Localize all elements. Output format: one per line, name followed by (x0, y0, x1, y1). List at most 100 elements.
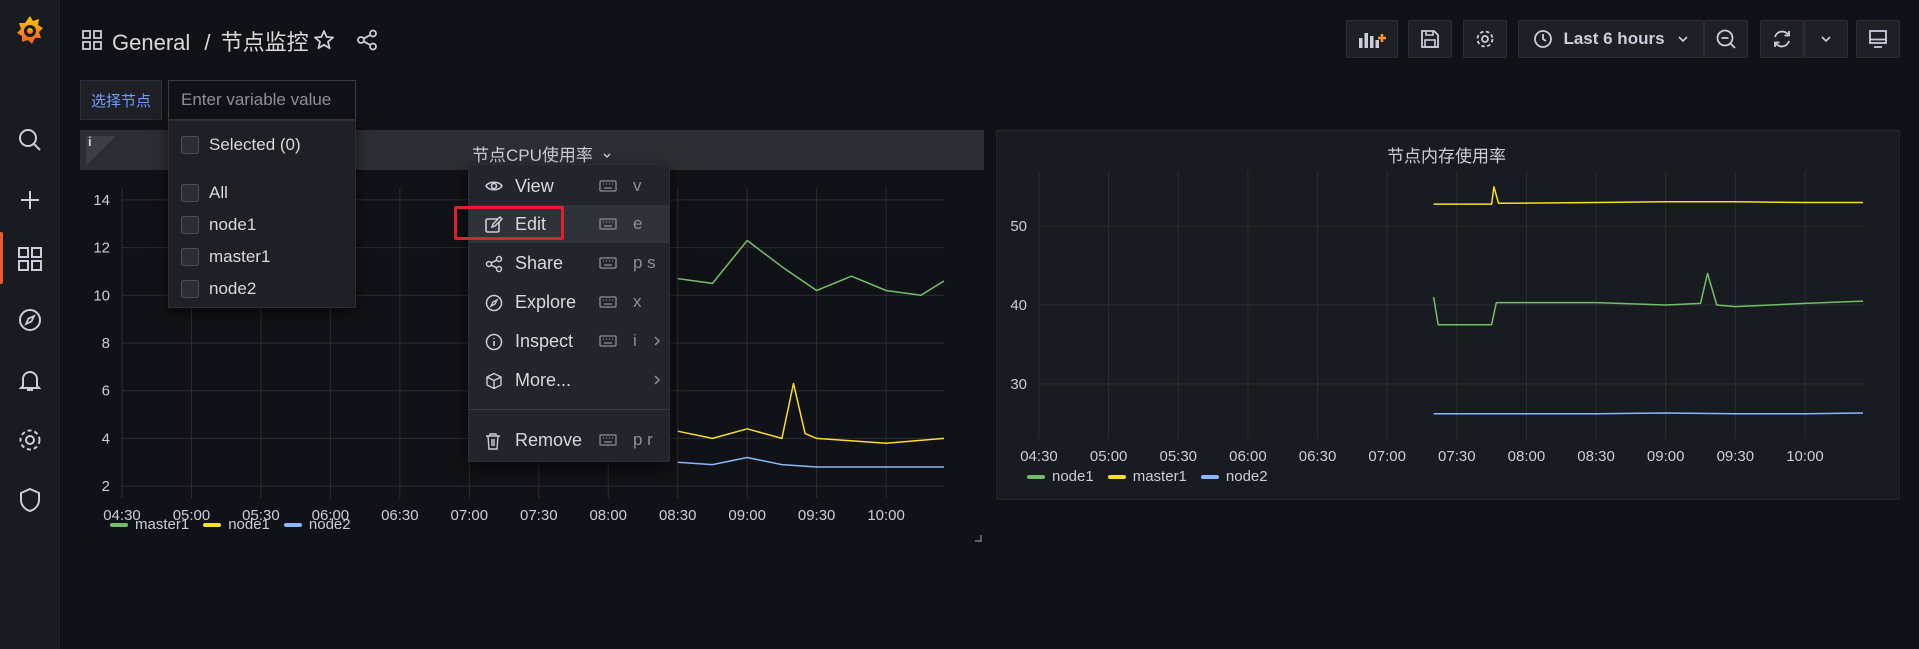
x-tick-label: 10:00 (1786, 448, 1824, 465)
gear-icon[interactable] (14, 424, 46, 456)
time-range-label: Last 6 hours (1563, 29, 1665, 48)
menu-item-shortcut: p r (633, 430, 653, 449)
save-icon (1421, 30, 1439, 48)
checkbox[interactable] (181, 184, 199, 202)
menu-item-remove[interactable]: Remove p r (469, 421, 669, 459)
legend-item[interactable]: node1 (203, 516, 270, 533)
add-panel-button[interactable] (1346, 20, 1398, 58)
legend-swatch (1027, 474, 1045, 479)
legend-item[interactable]: node1 (1027, 468, 1094, 485)
dashboard-settings-button[interactable] (1463, 20, 1507, 58)
x-tick-label: 09:00 (728, 507, 766, 520)
grafana-logo-icon[interactable] (14, 14, 46, 46)
menu-divider (469, 409, 669, 410)
save-dashboard-button[interactable] (1408, 20, 1452, 58)
legend-swatch (110, 522, 128, 527)
menu-item-label: Remove (515, 430, 583, 450)
resize-handle-icon[interactable] (974, 534, 982, 542)
memory-chart[interactable]: 30 40 50 04:30 05:00 05:30 06:00 06:30 07:00 07:3… (997, 171, 1901, 471)
keyboard-icon (599, 180, 617, 192)
breadcrumb-folder[interactable]: General (112, 30, 191, 55)
dropdown-option[interactable]: node2 (181, 279, 256, 299)
tv-mode-button[interactable] (1856, 20, 1900, 58)
memory-legend: node1 master1 node2 (1027, 468, 1268, 485)
y-tick-label: 8 (102, 335, 110, 352)
variable-dropdown: Selected (0) All node1 master1 node2 (168, 120, 356, 308)
compass-icon[interactable] (14, 304, 46, 336)
x-tick-label: 04:30 (1020, 448, 1058, 465)
search-icon[interactable] (14, 124, 46, 156)
cpu-legend: master1 node1 node2 (110, 516, 351, 533)
legend-label: node1 (228, 516, 270, 533)
legend-swatch (203, 522, 222, 527)
legend-label: node2 (1225, 468, 1268, 485)
zoom-out-icon (1716, 29, 1736, 49)
gear-icon (1476, 30, 1494, 48)
chevron-right-icon (654, 336, 661, 346)
legend-item[interactable]: master1 (1107, 468, 1187, 485)
shield-icon[interactable] (14, 484, 46, 516)
keyboard-icon (599, 257, 617, 269)
checkbox[interactable] (181, 136, 199, 154)
dashboards-icon[interactable] (14, 243, 46, 275)
dashboards-grid-icon[interactable] (82, 30, 102, 50)
x-tick-label: 08:00 (1508, 448, 1546, 465)
menu-item-label: Share (515, 253, 564, 273)
star-icon[interactable] (313, 29, 335, 51)
x-tick-label: 05:30 (1159, 448, 1197, 465)
x-tick-label: 08:00 (589, 507, 627, 520)
plus-icon[interactable] (14, 184, 46, 216)
menu-item-more[interactable]: More... (469, 361, 669, 399)
breadcrumb: General / 节点监控 (112, 25, 309, 57)
menu-item-view[interactable]: View v (469, 167, 669, 205)
panel-title[interactable]: 节点CPU使用率 (472, 141, 612, 166)
page-title[interactable]: 节点监控 (220, 30, 309, 55)
x-tick-label: 08:30 (1577, 448, 1615, 465)
series-line-node2 (1433, 412, 1864, 415)
x-tick-label: 09:30 (798, 507, 836, 520)
menu-item-edit[interactable]: Edit e (469, 205, 669, 243)
checkbox[interactable] (181, 248, 199, 266)
variable-input[interactable]: Enter variable value (168, 80, 356, 120)
x-tick-label: 06:30 (1299, 448, 1337, 465)
menu-item-inspect[interactable]: Inspect i (469, 322, 669, 360)
y-tick-label: 4 (102, 430, 110, 447)
trash-icon (486, 433, 500, 450)
variable-label: 选择节点 (80, 80, 162, 120)
x-tick-label: 06:30 (381, 507, 419, 520)
checkbox[interactable] (181, 216, 199, 234)
y-tick-label: 12 (93, 240, 110, 257)
y-tick-label: 6 (102, 383, 110, 400)
share-icon (485, 255, 503, 273)
y-tick-label: 10 (93, 287, 110, 304)
x-tick-label: 05:30 (242, 507, 280, 520)
legend-swatch (1200, 474, 1219, 479)
legend-label: node1 (1052, 468, 1094, 485)
panel-title[interactable]: 节点内存使用率 (1387, 147, 1506, 166)
refresh-interval-button[interactable] (1804, 20, 1848, 58)
x-tick-label: 06:00 (1229, 448, 1267, 465)
refresh-button[interactable] (1760, 20, 1804, 58)
legend-item[interactable]: node2 (283, 516, 351, 533)
info-icon[interactable]: i (88, 134, 92, 149)
dropdown-option-label: node2 (209, 279, 257, 298)
bell-icon[interactable] (14, 364, 46, 396)
y-tick-label: 14 (93, 192, 110, 209)
y-tick-label: 40 (1010, 297, 1027, 314)
dropdown-option[interactable]: master1 (181, 247, 270, 267)
zoom-out-button[interactable] (1704, 20, 1748, 58)
menu-item-explore[interactable]: Explore x (469, 283, 669, 321)
panel-context-menu: View v Edit e Share p s Explore x Inspec… (468, 164, 670, 462)
series-line-node1 (677, 382, 945, 444)
share-icon[interactable] (356, 29, 378, 51)
dropdown-selected-toggle[interactable]: Selected (0) (181, 135, 301, 155)
dropdown-option[interactable]: All (181, 183, 228, 203)
dropdown-option[interactable]: node1 (181, 215, 256, 235)
y-tick-label: 30 (1010, 376, 1027, 393)
legend-item[interactable]: master1 (110, 516, 189, 533)
series-line-master1 (1433, 186, 1863, 205)
menu-item-share[interactable]: Share p s (469, 244, 669, 282)
time-picker-button[interactable]: Last 6 hours (1518, 20, 1704, 58)
checkbox[interactable] (181, 280, 199, 298)
legend-item[interactable]: node2 (1200, 468, 1268, 485)
